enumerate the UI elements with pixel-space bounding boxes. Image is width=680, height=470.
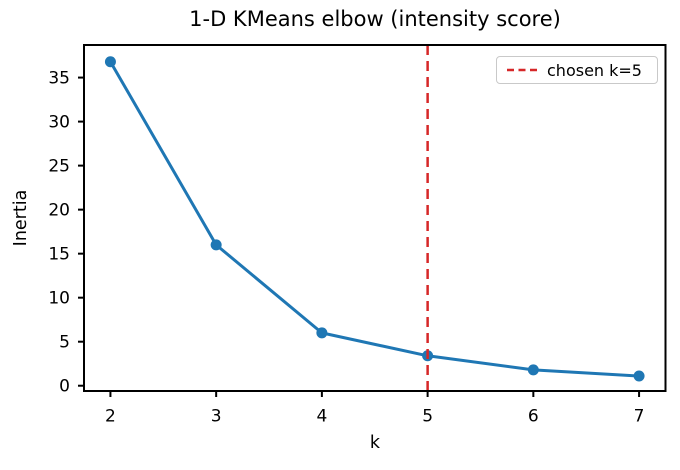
series-line-inertia <box>108 60 641 378</box>
x-axis-label: k <box>369 433 381 453</box>
chart-title: 1-D KMeans elbow (intensity score) <box>189 7 561 31</box>
x-tick-label: 6 <box>528 407 539 427</box>
ticks-layer: 2 3 4 5 6 7 0 5 10 15 20 25 30 35 <box>48 69 644 427</box>
y-tick-label: 35 <box>48 69 70 89</box>
x-tick-label: 3 <box>211 407 222 427</box>
axes-spines <box>83 44 667 392</box>
series-layer <box>104 56 645 382</box>
legend-label: chosen k=5 <box>547 60 642 80</box>
legend: chosen k=5 <box>496 56 658 84</box>
y-tick-label: 15 <box>48 245 70 265</box>
x-tick-label: 2 <box>105 407 116 427</box>
y-tick-label: 10 <box>48 289 70 309</box>
x-tick-label: 4 <box>316 407 327 427</box>
y-tick-label: 5 <box>59 333 70 353</box>
data-point-k7 <box>633 370 645 382</box>
x-tick-label: 7 <box>634 407 645 427</box>
y-tick-label: 0 <box>59 377 70 397</box>
y-axis-label: Inertia <box>11 189 31 247</box>
data-point-k2 <box>104 56 116 68</box>
data-point-k3 <box>210 239 222 251</box>
axes-layer <box>83 44 667 392</box>
data-point-k6 <box>527 364 539 376</box>
y-tick-label: 25 <box>48 157 70 177</box>
data-point-k4 <box>316 327 328 339</box>
y-tick-label: 20 <box>48 201 70 221</box>
y-tick-label: 30 <box>48 113 70 133</box>
x-tick-label: 5 <box>422 407 433 427</box>
legend-dashed-line-icon <box>507 68 537 72</box>
